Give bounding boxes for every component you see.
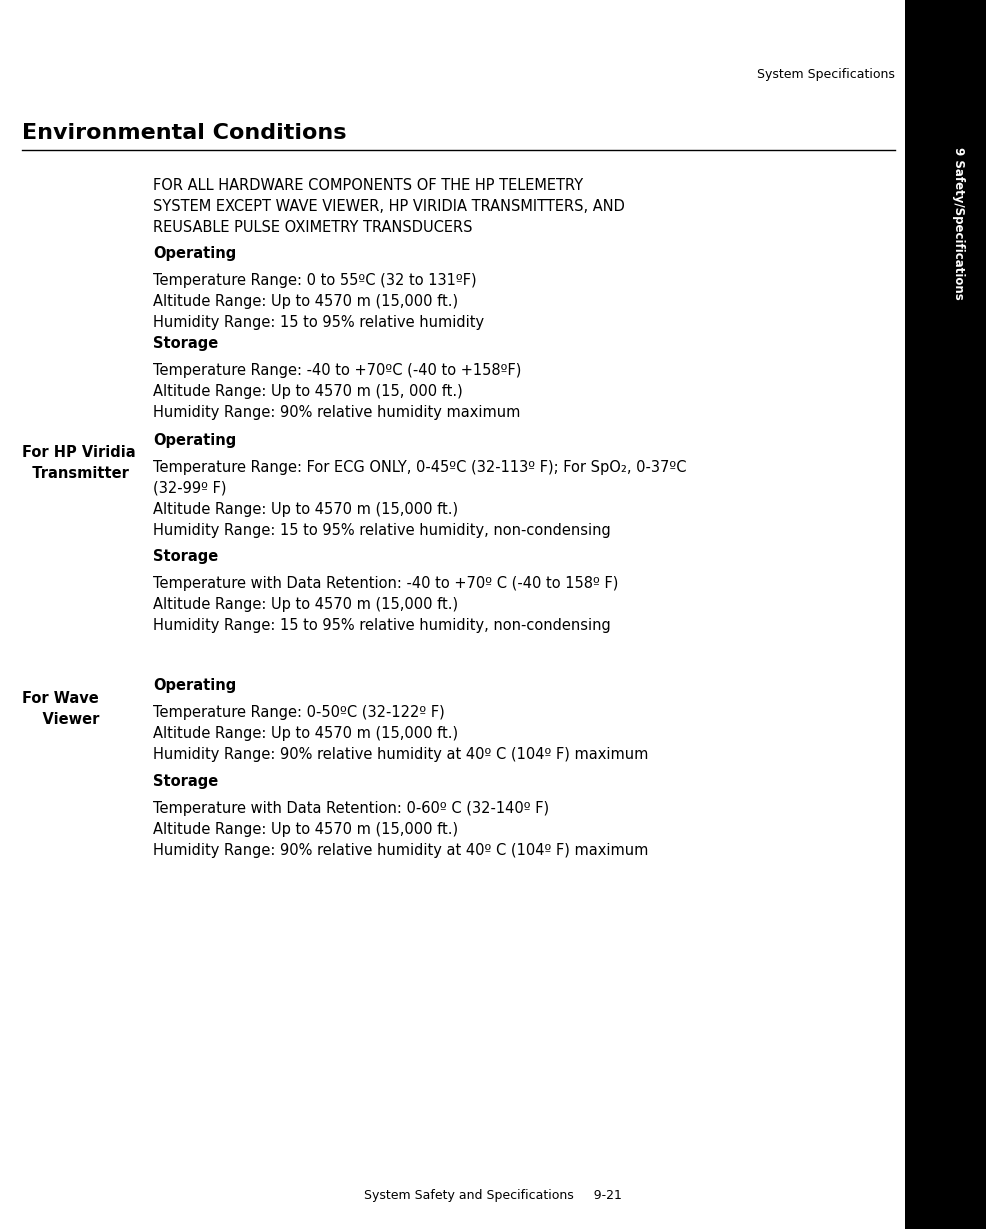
Text: Temperature Range: -40 to +70ºC (-40 to +158ºF)
Altitude Range: Up to 4570 m (15: Temperature Range: -40 to +70ºC (-40 to … [153,363,522,419]
Text: Operating: Operating [153,246,236,261]
Text: Operating: Operating [153,678,236,693]
Text: Storage: Storage [153,549,218,564]
Text: System Specifications: System Specifications [757,68,895,81]
Text: For Wave
    Viewer: For Wave Viewer [22,691,99,726]
Text: Temperature Range: 0-50ºC (32-122º F)
Altitude Range: Up to 4570 m (15,000 ft.)
: Temperature Range: 0-50ºC (32-122º F) Al… [153,705,648,762]
Text: System Safety and Specifications     9-21: System Safety and Specifications 9-21 [364,1188,622,1202]
Text: Storage: Storage [153,336,218,350]
Text: Environmental Conditions: Environmental Conditions [22,123,346,143]
Text: Temperature with Data Retention: 0-60º C (32-140º F)
Altitude Range: Up to 4570 : Temperature with Data Retention: 0-60º C… [153,801,648,858]
Text: 9 Safety/Specifications: 9 Safety/Specifications [951,147,965,300]
Text: Operating: Operating [153,433,236,447]
Text: Temperature Range: For ECG ONLY, 0-45ºC (32-113º F); For SpO₂, 0-37ºC
(32-99º F): Temperature Range: For ECG ONLY, 0-45ºC … [153,460,686,537]
Text: FOR ALL HARDWARE COMPONENTS OF THE HP TELEMETRY
SYSTEM EXCEPT WAVE VIEWER, HP VI: FOR ALL HARDWARE COMPONENTS OF THE HP TE… [153,178,625,235]
Text: For HP Viridia
  Transmitter: For HP Viridia Transmitter [22,445,135,481]
Text: Temperature Range: 0 to 55ºC (32 to 131ºF)
Altitude Range: Up to 4570 m (15,000 : Temperature Range: 0 to 55ºC (32 to 131º… [153,273,484,329]
Text: Temperature with Data Retention: -40 to +70º C (-40 to 158º F)
Altitude Range: U: Temperature with Data Retention: -40 to … [153,576,618,633]
Bar [905,0,986,1229]
Text: Storage: Storage [153,774,218,789]
